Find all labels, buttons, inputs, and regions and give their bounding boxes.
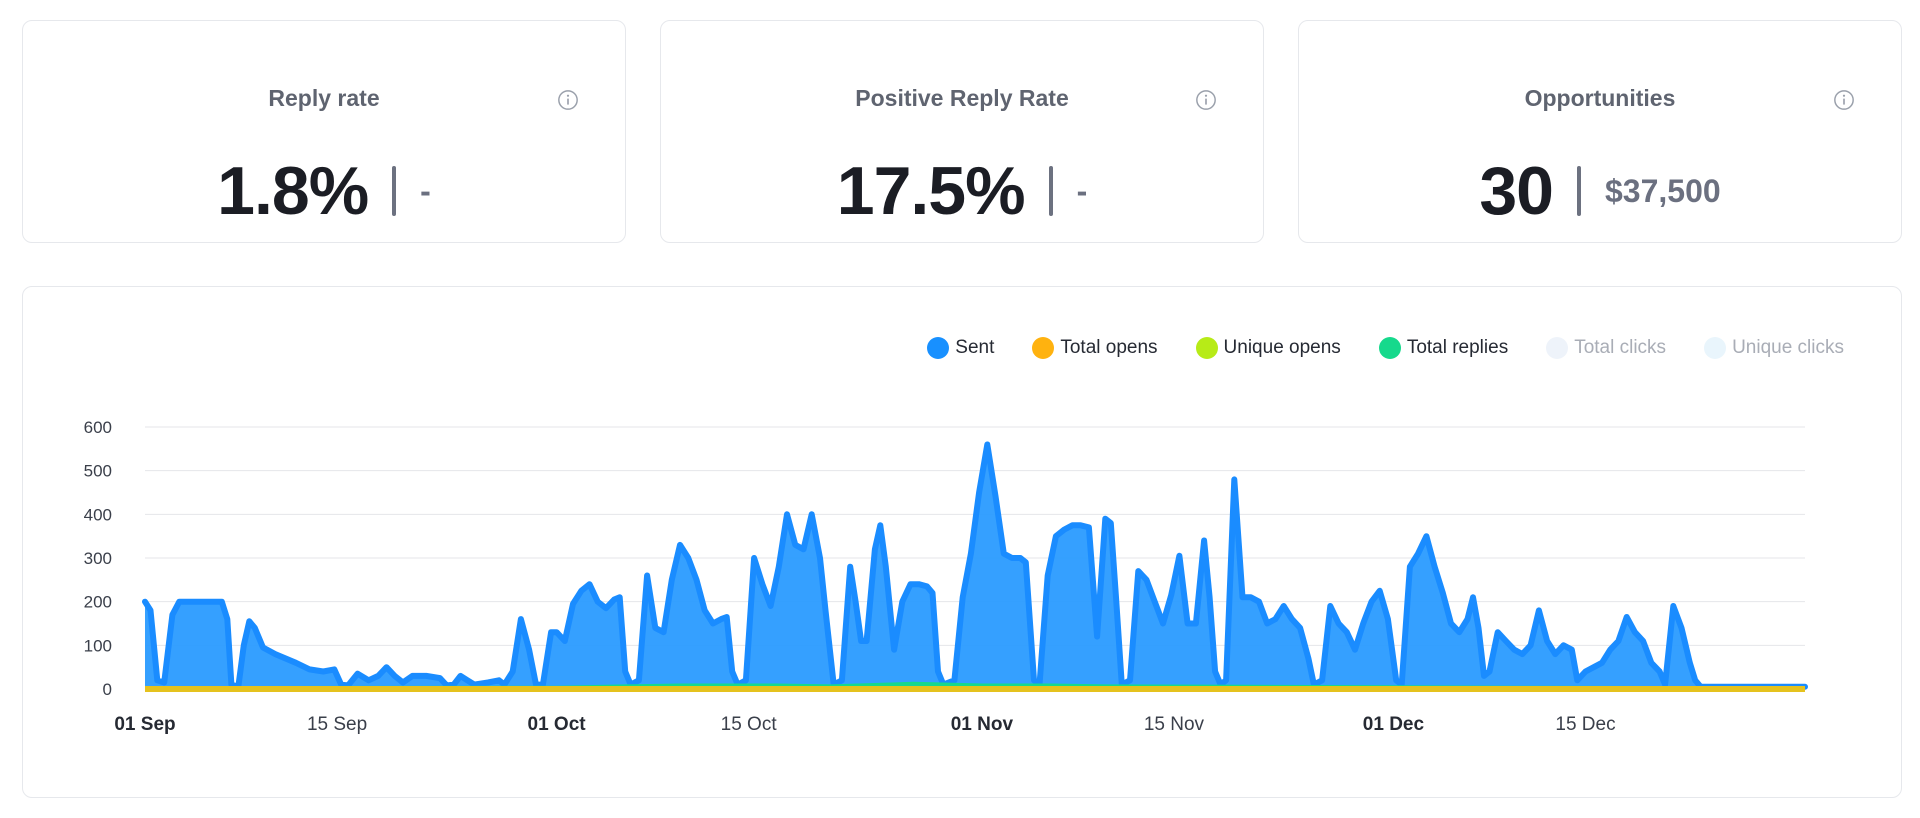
sent-line (142, 441, 1808, 690)
legend-label: Unique opens (1223, 337, 1341, 358)
legend-item-unique-clicks[interactable]: Unique clicks (1704, 337, 1844, 359)
legend-dot (1546, 337, 1569, 359)
x-tick-label: 15 Oct (721, 714, 778, 735)
info-icon[interactable] (557, 89, 579, 111)
y-tick-label: 0 (103, 680, 112, 699)
info-icon[interactable] (1833, 89, 1855, 111)
y-tick-label: 500 (84, 462, 112, 481)
stat-divider (1576, 166, 1581, 216)
legend-label: Total clicks (1574, 337, 1667, 358)
stat-sub-value: - (420, 172, 431, 209)
x-tick-label: 01 Oct (528, 714, 587, 735)
sent-area (145, 444, 1805, 689)
legend-label: Total opens (1060, 337, 1158, 358)
x-tick-label: 01 Dec (1363, 714, 1425, 735)
y-tick-label: 100 (84, 636, 112, 655)
positive-reply-rate-card: Positive Reply Rate 17.5% - (660, 20, 1264, 243)
x-tick-label: 01 Nov (951, 714, 1014, 735)
legend-item-sent[interactable]: Sent (927, 337, 994, 359)
stat-value: 17.5% (836, 153, 1026, 229)
stat-divider (1048, 166, 1053, 216)
y-tick-label: 300 (84, 549, 112, 568)
opportunities-card: Opportunities 30 $37,500 (1298, 20, 1902, 243)
stat-divider (392, 166, 397, 216)
stat-values: 1.8% - (23, 151, 625, 231)
legend-dot (1032, 337, 1055, 359)
stat-values: 30 $37,500 (1299, 151, 1901, 231)
legend-item-total-clicks[interactable]: Total clicks (1546, 337, 1666, 359)
stat-values: 17.5% - (661, 151, 1263, 231)
legend-dot (1704, 337, 1727, 359)
stat-title: Opportunities (1524, 85, 1676, 111)
legend-item-unique-opens[interactable]: Unique opens (1195, 337, 1341, 359)
legend-item-total-replies[interactable]: Total replies (1378, 337, 1509, 359)
y-tick-label: 600 (84, 418, 112, 437)
chart-legend: Sent Total opens Unique opens Total repl… (889, 337, 1844, 359)
reply-rate-card: Reply rate 1.8% - (22, 20, 626, 243)
stat-title: Positive Reply Rate (855, 85, 1069, 111)
x-tick-label: 15 Dec (1555, 714, 1615, 735)
stat-value: 1.8% (217, 153, 369, 229)
info-icon[interactable] (1195, 89, 1217, 111)
x-tick-label: 15 Sep (307, 714, 367, 735)
x-tick-label: 01 Sep (114, 714, 175, 735)
legend-dot (1378, 337, 1401, 359)
stat-value: 30 (1479, 153, 1554, 229)
x-tick-label: 15 Nov (1144, 714, 1205, 735)
legend-label: Unique clicks (1732, 337, 1844, 358)
legend-label: Sent (955, 337, 995, 358)
chart-card (22, 286, 1902, 798)
legend-dot (1195, 337, 1218, 359)
stat-sub-value: $37,500 (1604, 172, 1721, 209)
y-tick-label: 200 (84, 593, 112, 612)
legend-label: Total replies (1406, 337, 1509, 358)
y-tick-label: 400 (84, 505, 112, 524)
legend-item-total-opens[interactable]: Total opens (1032, 337, 1158, 359)
stat-sub-value: - (1076, 172, 1088, 209)
stat-title: Reply rate (268, 85, 380, 111)
legend-dot (927, 337, 950, 359)
